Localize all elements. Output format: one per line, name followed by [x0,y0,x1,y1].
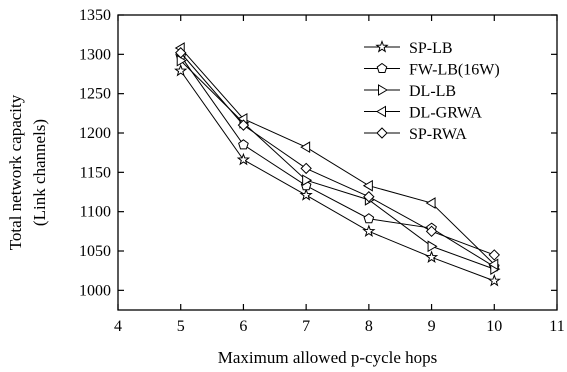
triangle-right-marker [427,240,438,253]
pentagon-marker [376,62,388,74]
series-SP-LB [174,63,501,287]
legend: SP-LB FW-LB(16W) DL-LB DL-GRWA SP-RWA [364,40,500,143]
series-line [180,70,495,282]
star-marker [236,152,251,166]
legend-label: SP-LB [409,40,453,57]
plot-frame [117,14,558,311]
x-tick-label: 7 [302,318,310,335]
pentagon-marker [363,213,375,224]
diamond-marker [488,249,500,261]
diamond-marker [376,127,388,139]
legend-label: SP-RWA [409,126,467,143]
pentagon-marker [238,139,249,150]
legend-item: SP-RWA [364,126,467,143]
triangle-left-marker [425,197,436,209]
y-tick-label: 1150 [80,164,111,181]
x-axis-title: Maximum allowed p-cycle hops [218,348,438,367]
series-line [180,55,495,268]
x-tick-label: 5 [177,318,185,335]
y-tick-label: 1300 [79,46,111,63]
axis-ticks: 4 5 6 7 8 9 10 11 1000 1050 1100 1150 1200 1250 1300 13… [79,7,565,335]
star-marker [487,273,501,287]
series-line [180,47,495,265]
legend-item: DL-GRWA [364,105,482,122]
x-tick-label: 4 [114,318,122,335]
x-tick-label: 11 [549,318,564,335]
series-line [180,52,495,256]
star-marker [299,188,313,201]
star-marker [375,40,389,53]
star-marker [174,63,188,77]
y-tick-label: 1200 [79,125,111,142]
diamond-marker [237,119,250,131]
x-tick-label: 6 [239,318,247,335]
triangle-left-marker [300,141,311,154]
y-tick-label: 1050 [79,243,111,260]
y-tick-label: 1350 [79,7,111,24]
star-marker [362,224,376,237]
legend-label: DL-LB [409,83,456,100]
diamond-marker [300,162,312,175]
triangle-left-marker [376,105,386,118]
y-tick-label: 1000 [79,282,111,299]
star-marker [424,250,439,263]
diamond-marker [425,225,438,238]
triangle-right-marker [378,84,388,96]
x-tick-label: 9 [428,318,436,335]
legend-item: SP-LB [364,40,453,57]
series-layer [174,42,501,287]
triangle-left-marker [362,179,373,192]
x-tick-label: 8 [365,318,373,335]
triangle-left-marker [488,258,499,271]
y-tick-label: 1250 [79,86,111,103]
diamond-marker [175,47,187,59]
legend-label: DL-GRWA [409,105,482,122]
y-axis-title-line2: (Link channels) [30,119,49,226]
legend-item: FW-LB(16W) [364,62,500,79]
legend-label: FW-LB(16W) [409,62,500,79]
triangle-right-marker [302,174,313,187]
y-tick-label: 1100 [80,204,111,221]
legend-item: DL-LB [364,83,456,100]
x-tick-label: 10 [486,318,502,335]
diamond-marker [363,191,375,203]
y-axis-title-line1: Total network capacity [6,94,25,250]
triangle-right-marker [176,54,187,67]
series-SP-RWA [175,47,500,261]
